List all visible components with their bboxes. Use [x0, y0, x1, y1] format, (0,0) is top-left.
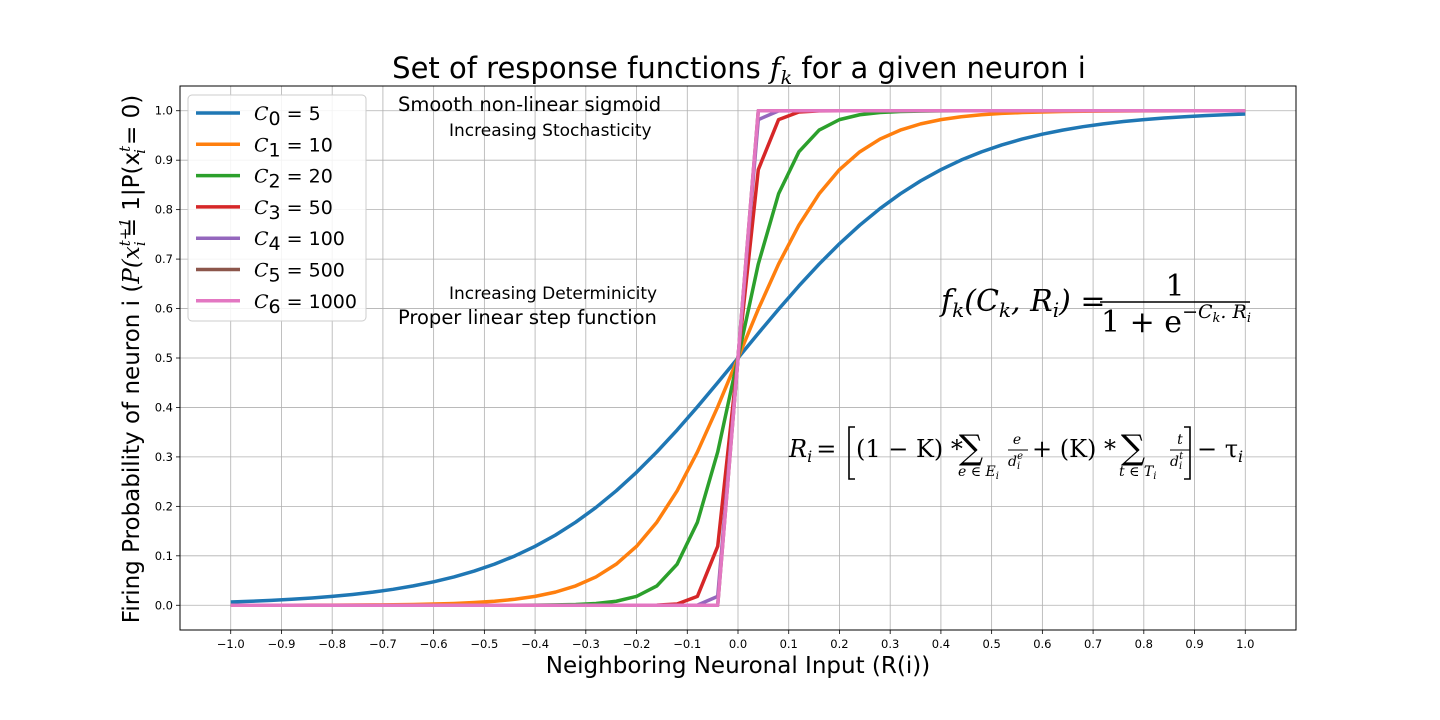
formula-ri-sum2: ∑ [1121, 428, 1145, 468]
formula-ri-frac2-den: dit [1170, 451, 1184, 472]
y-tick-label: 0.2 [155, 499, 173, 513]
x-tick-label: −0.2 [623, 637, 651, 651]
formula-fk-lhs: fk(Ck, Ri) = [939, 284, 1106, 322]
x-tick-label: −0.4 [521, 637, 549, 651]
y-tick-label: 0.5 [155, 351, 173, 365]
legend-label-c5: C5 = 500 [254, 260, 345, 287]
y-tick-label: 0.6 [155, 302, 173, 316]
x-tick-label: −0.3 [572, 637, 600, 651]
y-tick-label: 0.8 [155, 203, 173, 217]
series-line-c6 [230, 108, 1246, 608]
formula-ri-left-bracket [848, 426, 855, 480]
y-axis-label: Firing Probability of neuron i (P(xt+1i=… [116, 95, 149, 623]
formula-ri-sum1: ∑ [959, 428, 983, 468]
y-axis-ticks: 0.0 0.1 0.2 0.3 0.4 0.5 0.6 0.7 0.8 0.9 1.0 [155, 104, 180, 612]
x-tick-label: −0.7 [369, 637, 397, 651]
x-tick-label: −0.1 [673, 637, 701, 651]
y-tick-label: 0.1 [155, 549, 173, 563]
legend-box [187, 94, 367, 322]
formula-fk-numerator: 1 [1165, 269, 1184, 304]
y-tick-label: 0.3 [155, 450, 173, 464]
x-axis-label: Neighboring Neuronal Input (R(i)) [546, 653, 930, 679]
x-tick-label: 0.3 [881, 637, 899, 651]
formula-ri-sum1-sub: e ∈ Ei [958, 464, 999, 482]
formula-fk: fk(Ck, Ri) = 1 1 + e−Ck. Ri [939, 269, 1251, 340]
x-tick-label: 0.2 [830, 637, 848, 651]
x-tick-label: 0.7 [1084, 637, 1102, 651]
x-tick-label: −1.0 [217, 637, 245, 651]
x-tick-label: −0.9 [267, 637, 295, 651]
formula-ri-lhs: Ri = [788, 435, 836, 466]
x-tick-label: 1.0 [1236, 637, 1254, 651]
y-tick-label: 0.4 [155, 400, 173, 414]
legend: C0 = 5 C1 = 10 C2 = 20 C3 = 50 C4 = 100 C5 = 500 C6 =… [187, 94, 367, 322]
formula-fk-denominator: 1 + e−Ck. Ri [1101, 301, 1251, 340]
x-tick-label: 0.0 [729, 637, 747, 651]
formula-ri-frac1-den: die [1008, 451, 1023, 472]
annotation-deterministic: Increasing Determinicity [449, 284, 657, 304]
formula-ri-frac1-num: e [1013, 432, 1021, 448]
annotation-smooth: Smooth non-linear sigmoid [398, 93, 661, 116]
x-tick-label: 0.8 [1135, 637, 1153, 651]
legend-label-c0: C0 = 5 [254, 103, 321, 130]
formula-ri-part3: − τi [1197, 435, 1243, 466]
x-tick-label: −0.6 [420, 637, 448, 651]
legend-label-c4: C4 = 100 [254, 228, 345, 255]
formula-ri-right-bracket [1184, 426, 1191, 480]
series-lines [230, 108, 1246, 608]
chart-title: Set of response functions fk for a given… [392, 51, 1086, 89]
formula-ri: Ri = (1 − K) * ∑ e ∈ Ei e die + (K) * ∑ t… [788, 426, 1243, 482]
x-tick-label: 0.6 [1033, 637, 1051, 651]
y-tick-label: 1.0 [155, 104, 173, 118]
formula-ri-part1: (1 − K) * [856, 435, 963, 463]
x-tick-label: 0.9 [1185, 637, 1203, 651]
annotation-step: Proper linear step function [398, 306, 657, 329]
formula-ri-part2: + (K) * [1032, 435, 1116, 463]
annotation-stochastic: Increasing Stochasticity [449, 121, 652, 141]
y-tick-label: 0.0 [155, 598, 173, 612]
legend-label-c3: C3 = 50 [254, 197, 333, 224]
legend-label-c2: C2 = 20 [254, 166, 333, 193]
x-tick-label: 0.1 [780, 637, 798, 651]
x-tick-label: −0.8 [318, 637, 346, 651]
formula-ri-sum2-sub: t ∈ Ti [1119, 464, 1156, 482]
x-axis-ticks: −1.0 −0.9 −0.8 −0.7 −0.6 −0.5 −0.4 −0.3 −0.2 −0.1… [217, 630, 1254, 651]
legend-label-c1: C1 = 10 [254, 134, 333, 161]
legend-label-c6: C6 = 1000 [254, 291, 357, 318]
formula-ri-frac2-num: t [1177, 432, 1183, 448]
y-tick-label: 0.7 [155, 252, 173, 266]
y-tick-label: 0.9 [155, 153, 173, 167]
x-tick-label: −0.5 [470, 637, 498, 651]
x-tick-label: 0.5 [982, 637, 1000, 651]
x-tick-label: 0.4 [932, 637, 950, 651]
